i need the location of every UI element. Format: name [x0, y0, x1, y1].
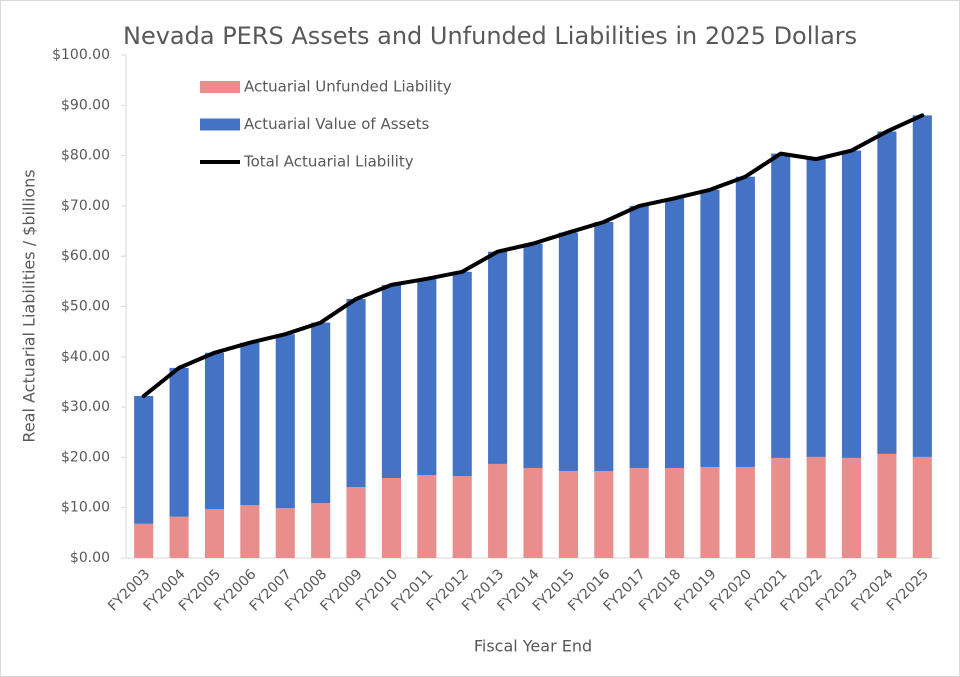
- bar: [806, 159, 826, 457]
- chart-title: Nevada PERS Assets and Unfunded Liabilit…: [123, 22, 857, 50]
- bar: [877, 131, 897, 454]
- bar: [240, 505, 260, 558]
- bar: [240, 342, 260, 506]
- y-tick-label: $80.00: [61, 148, 110, 164]
- bar: [735, 466, 755, 558]
- bar: [134, 396, 154, 524]
- bar: [381, 478, 401, 558]
- y-tick-label: $60.00: [61, 248, 110, 264]
- legend-label: Actuarial Unfunded Liability: [244, 78, 452, 96]
- bar: [204, 509, 225, 558]
- bar: [169, 367, 189, 517]
- y-tick-label: $90.00: [61, 97, 110, 113]
- bar: [558, 232, 578, 471]
- bar: [735, 176, 755, 467]
- bar: [841, 150, 862, 458]
- bar: [488, 463, 508, 558]
- bar: [311, 503, 331, 558]
- bar: [912, 115, 932, 457]
- bar: [629, 467, 649, 558]
- bar: [594, 221, 614, 471]
- y-axis-label: Real Actuarial Liabilities / $billions: [20, 169, 39, 442]
- bar: [523, 243, 543, 468]
- bar: [452, 271, 472, 477]
- bar: [275, 334, 295, 509]
- y-tick-label: $20.00: [61, 449, 110, 465]
- bar: [771, 153, 791, 458]
- y-tick-label: $70.00: [61, 198, 110, 214]
- bar: [912, 456, 932, 558]
- bar: [594, 470, 614, 558]
- x-axis-label: Fiscal Year End: [474, 637, 592, 656]
- bar: [488, 251, 508, 464]
- bar: [700, 466, 720, 558]
- bar: [417, 475, 437, 558]
- bar: [665, 198, 685, 468]
- bar: [311, 322, 331, 504]
- bar: [629, 205, 649, 468]
- bar: [204, 352, 225, 510]
- bar: [523, 467, 543, 558]
- y-tick-label: $0.00: [70, 550, 110, 566]
- bar: [877, 453, 897, 558]
- bar: [346, 298, 366, 488]
- y-tick-label: $10.00: [61, 500, 110, 516]
- bar: [346, 487, 366, 558]
- line: [141, 113, 925, 399]
- bar: [700, 189, 720, 467]
- y-tick-label: $40.00: [61, 349, 110, 365]
- legend-swatch: [200, 81, 240, 93]
- y-tick-label: $30.00: [61, 399, 110, 415]
- bar: [665, 467, 685, 558]
- bar: [771, 457, 791, 558]
- bar: [452, 476, 472, 558]
- bar: [558, 470, 578, 558]
- y-tick-label: $50.00: [61, 299, 110, 315]
- legend-label: Total Actuarial Liability: [243, 153, 414, 171]
- legend-label: Actuarial Value of Assets: [244, 115, 429, 133]
- bar: [417, 278, 437, 476]
- bar: [381, 284, 401, 479]
- legend-swatch: [200, 118, 240, 131]
- bar: [806, 456, 826, 558]
- bar: [841, 457, 862, 558]
- y-tick-label: $100.00: [52, 47, 110, 63]
- bar: [169, 516, 189, 558]
- bar: [134, 523, 154, 558]
- bar: [275, 508, 295, 558]
